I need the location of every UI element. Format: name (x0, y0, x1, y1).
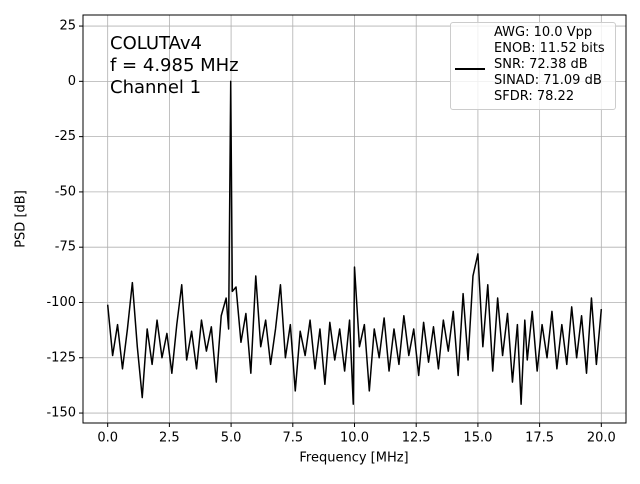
x-tick-label: 7.5 (282, 431, 303, 446)
annotation-line: COLUTAv4 (110, 33, 203, 54)
x-tick-label: 5.0 (221, 431, 242, 446)
y-axis-label: PSD [dB] (14, 190, 29, 248)
y-tick-label: -75 (55, 240, 76, 255)
data-line (106, 80, 603, 405)
x-tick-label: 12.5 (402, 431, 431, 446)
legend: AWG: 10.0 Vpp ENOB: 11.52 bits SNR: 72.3… (450, 22, 616, 110)
y-tick-label: -50 (55, 184, 76, 199)
x-tick-label: 15.0 (463, 431, 492, 446)
y-tick-label: -100 (46, 295, 76, 310)
x-tick-label: 10.0 (340, 431, 369, 446)
annotation: COLUTAv4 f = 4.985 MHz Channel 1 (110, 33, 239, 99)
legend-swatch (455, 68, 485, 70)
y-tick-label: -125 (46, 350, 76, 365)
y-tick-label: -150 (46, 406, 76, 421)
y-tick-label: -25 (55, 129, 76, 144)
plot-frame (82, 14, 627, 424)
x-tick-label: 20.0 (587, 431, 616, 446)
x-axis-label: Frequency [MHz] (299, 451, 408, 466)
x-tick-label: 0.0 (97, 431, 118, 446)
x-tick-label: 2.5 (159, 431, 180, 446)
y-tick-label: 25 (59, 19, 76, 34)
annotation-line: Channel 1 (110, 77, 202, 98)
annotation-line: f = 4.985 MHz (110, 55, 239, 76)
legend-label: AWG: 10.0 Vpp ENOB: 11.52 bits SNR: 72.3… (494, 25, 605, 104)
y-tick-label: 0 (68, 74, 76, 89)
x-tick-label: 17.5 (525, 431, 554, 446)
